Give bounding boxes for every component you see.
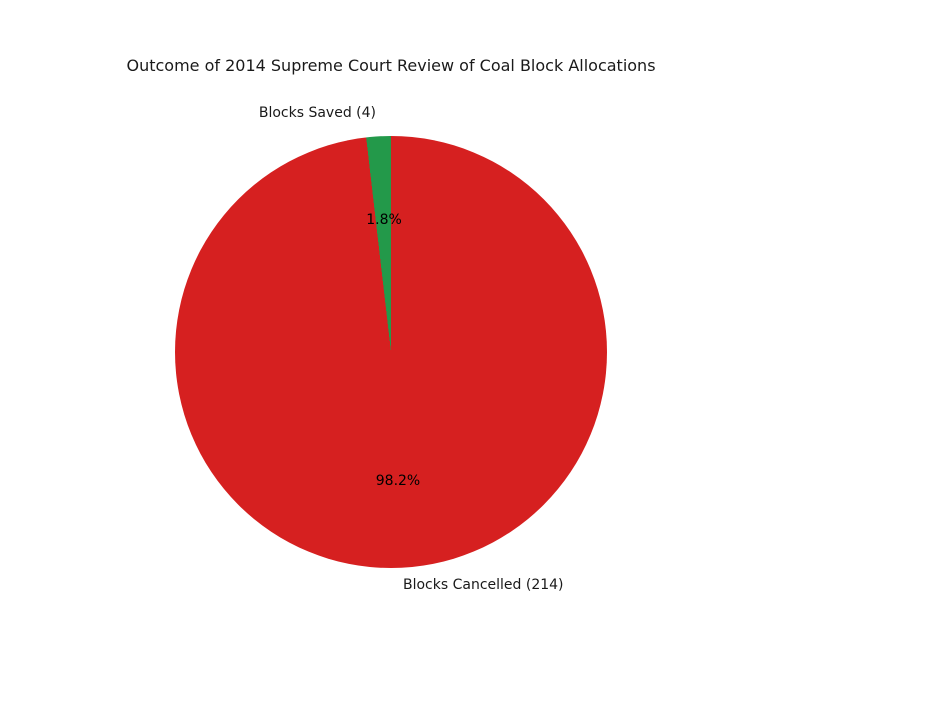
pie-chart xyxy=(175,136,607,568)
chart-title: Outcome of 2014 Supreme Court Review of … xyxy=(126,56,656,75)
slice-label-blocks-saved: Blocks Saved (4) xyxy=(258,105,376,121)
pct-label-blocks-cancelled: 98.2% xyxy=(375,473,421,489)
pct-label-blocks-saved: 1.8% xyxy=(366,212,402,228)
slice-label-blocks-cancelled: Blocks Cancelled (214) xyxy=(403,577,564,593)
